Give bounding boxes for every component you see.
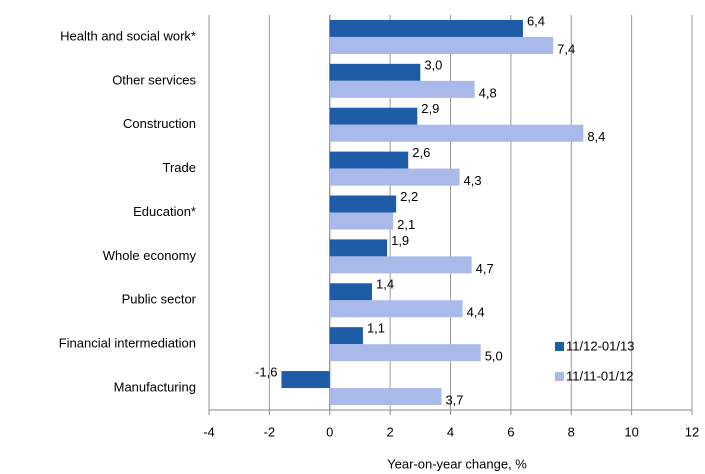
x-tick-label: 0 [326,424,333,439]
bar [329,151,409,169]
y-tick-label: Education* [133,204,196,219]
bar [329,300,463,318]
y-tick-label: Trade [163,160,196,175]
value-label: -1,6 [255,364,277,379]
value-label: 4,8 [479,85,497,100]
value-label: 2,6 [412,145,430,160]
x-tick-label: 2 [387,424,394,439]
bar [329,388,442,406]
bar [329,327,363,345]
legend-label: 11/12-01/13 [566,338,634,353]
y-tick-label: Other services [112,72,196,87]
value-label: 1,1 [367,321,385,336]
value-label: 3,0 [424,57,442,72]
legend-label: 11/11-01/12 [566,368,633,383]
y-tick-label: Health and social work* [60,28,196,43]
value-label: 5,0 [485,349,503,364]
value-label: 7,4 [557,41,575,56]
bar [329,344,481,362]
legend-swatch [555,342,564,351]
bar [329,36,554,54]
value-label: 4,3 [464,173,482,188]
bar [329,124,584,142]
value-label: 4,4 [467,305,485,320]
value-label: 2,1 [397,217,415,232]
y-tick-label: Public sector [122,292,197,307]
bar [329,283,373,301]
x-tick-label: 12 [685,424,699,439]
bar [329,239,388,257]
value-label: 1,4 [376,277,394,292]
value-label: 6,4 [527,13,545,28]
y-tick-label: Financial intermediation [59,336,196,351]
value-label: 2,9 [421,101,439,116]
x-tick-label: 4 [447,424,454,439]
y-tick-label: Construction [123,116,196,131]
bar [281,371,330,389]
legend-swatch [555,372,564,381]
y-tick-label: Whole economy [103,248,197,263]
bar [329,80,475,98]
bar [329,256,472,274]
bar [329,19,523,37]
value-label: 3,7 [445,392,463,407]
value-label: 4,7 [476,261,494,276]
x-axis-title: Year-on-year change, % [387,456,527,471]
value-label: 2,2 [400,189,418,204]
bar [329,63,421,81]
y-tick-label: Manufacturing [114,379,196,394]
bar [329,168,460,186]
value-label: 8,4 [587,129,605,144]
x-tick-label: 10 [624,424,638,439]
x-tick-label: 6 [507,424,514,439]
bar [329,195,397,213]
value-label: 1,9 [391,233,409,248]
x-tick-label: 8 [568,424,575,439]
bar [329,107,418,125]
x-tick-label: -4 [203,424,215,439]
x-tick-label: -2 [264,424,276,439]
bar [329,212,394,230]
